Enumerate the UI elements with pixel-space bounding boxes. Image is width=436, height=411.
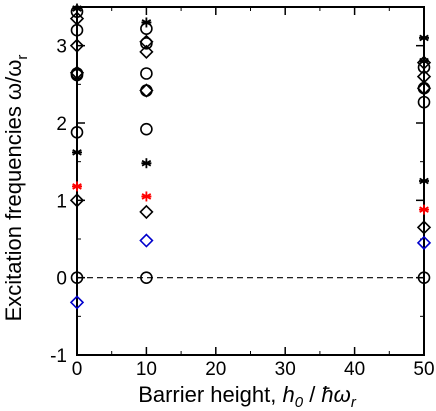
x-tick-label: 40	[344, 359, 365, 380]
circle-marker	[140, 122, 153, 136]
asterisk-marker	[141, 17, 152, 28]
x-axis-title: Barrier height, h0 / ħωr	[138, 382, 357, 411]
circle-marker	[70, 125, 84, 139]
diamond-marker	[139, 204, 154, 220]
y-axis-title: Excitation frequencies ω/ωr	[1, 55, 31, 322]
asterisk-marker	[72, 3, 82, 14]
diamond-marker	[416, 69, 432, 84]
asterisk-marker	[72, 147, 82, 158]
y-tick-label: 3	[56, 37, 67, 58]
asterisk-marker	[141, 191, 152, 202]
asterisk-marker	[419, 204, 429, 215]
diamond-marker	[69, 295, 85, 310]
diamond-marker	[139, 34, 154, 49]
diamond-marker	[69, 38, 85, 53]
asterisk-marker	[419, 32, 429, 43]
circle-marker	[140, 84, 153, 97]
diamond-marker	[139, 83, 154, 98]
diamond-marker	[69, 65, 85, 80]
diamond-marker	[416, 235, 432, 250]
x-tick-label: 10	[136, 359, 157, 380]
diamond-marker	[139, 233, 154, 248]
data-points	[69, 3, 432, 310]
circle-marker	[140, 67, 153, 80]
x-tick-label: 30	[275, 359, 296, 380]
diamond-marker	[416, 81, 432, 96]
y-tick-label: 0	[56, 269, 67, 290]
plot-border	[76, 6, 425, 356]
asterisk-marker	[141, 158, 152, 169]
asterisk-marker	[419, 56, 429, 67]
circle-marker	[417, 95, 431, 109]
x-tick-label: 50	[413, 359, 434, 380]
diamond-marker	[69, 193, 85, 208]
asterisk-marker	[419, 176, 429, 186]
y-tick-label: 1	[56, 191, 67, 212]
asterisk-marker	[72, 181, 82, 192]
y-tick-label: 2	[56, 114, 67, 135]
circle-marker	[70, 271, 84, 284]
plot-frame	[76, 6, 425, 356]
circle-marker	[417, 271, 431, 284]
y-tick-label: -1	[50, 346, 67, 367]
circle-marker	[140, 271, 153, 284]
diamond-marker	[139, 44, 154, 59]
diamond-marker	[416, 220, 432, 235]
diamond-marker	[69, 11, 85, 26]
x-tick-label: 0	[72, 359, 83, 380]
axis-ticks	[76, 6, 425, 356]
x-tick-label: 20	[205, 359, 226, 380]
